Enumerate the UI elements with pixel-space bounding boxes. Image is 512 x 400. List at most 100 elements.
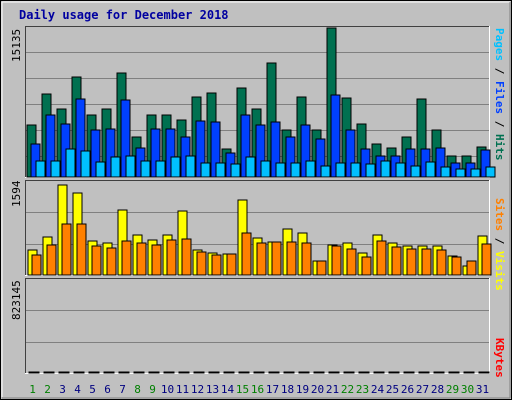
sites-bar-day-7 — [121, 240, 132, 276]
sites-bar-day-11 — [181, 238, 192, 276]
day-label-17: 17 — [266, 383, 279, 396]
day-label-24: 24 — [371, 383, 385, 396]
pages-bar-day-20 — [320, 165, 331, 178]
day-label-23: 23 — [356, 383, 369, 396]
pages-bar-day-27 — [425, 161, 436, 178]
kbytes-bar-day-22 — [343, 371, 355, 374]
pages-bar-day-1 — [35, 160, 46, 178]
sites-bar-day-5 — [91, 245, 102, 276]
day-labels: 1 2 3 4 5 6 7 8 9 10 11 12 13 14 15 16 17 18 19 20 21 22 23 24 2… — [29, 383, 489, 396]
pages-bar-day-12 — [200, 162, 211, 178]
legend-pages: Pages — [493, 28, 506, 61]
sites-bar-day-1 — [31, 254, 42, 276]
day-label-1: 1 — [29, 383, 36, 396]
day-label-21: 21 — [326, 383, 339, 396]
kbytes-bar-day-12 — [193, 371, 205, 374]
kbytes-bar-day-13 — [208, 371, 220, 374]
sites-bar-day-16 — [256, 242, 267, 276]
sites-bar-day-17 — [271, 241, 282, 276]
sites-bar-day-14 — [226, 253, 237, 276]
day-label-14: 14 — [221, 383, 235, 396]
pages-bar-day-6 — [110, 156, 121, 178]
panel-visits-ymax-label: 1594 — [10, 180, 23, 207]
day-label-26: 26 — [401, 383, 414, 396]
pages-bar-day-25 — [395, 162, 406, 178]
pages-bar-day-15 — [245, 156, 256, 178]
day-label-28: 28 — [431, 383, 444, 396]
kbytes-bar-day-24 — [373, 371, 385, 374]
day-label-18: 18 — [281, 383, 294, 396]
sites-bar-day-21 — [331, 245, 342, 276]
kbytes-bar-day-7 — [118, 371, 130, 374]
pages-bar-day-28 — [440, 166, 451, 178]
legend-separator: / — [493, 61, 506, 81]
pages-bar-day-4 — [80, 150, 91, 178]
sites-bar-day-26 — [406, 248, 417, 276]
panel-hits-legend: Pages / Files / Hits — [493, 28, 506, 161]
kbytes-bar-day-23 — [358, 371, 370, 374]
pages-bar-day-24 — [380, 160, 391, 178]
pages-bar-day-18 — [290, 162, 301, 178]
legend-separator: / — [493, 114, 506, 134]
kbytes-bar-day-30 — [463, 371, 475, 374]
day-label-20: 20 — [311, 383, 324, 396]
panel-visits-legend: Sites / Visits — [493, 198, 506, 291]
pages-bar-day-31 — [485, 166, 496, 178]
kbytes-bar-day-14 — [223, 371, 235, 374]
pages-bar-day-10 — [170, 156, 181, 178]
sites-bar-day-8 — [136, 242, 147, 276]
panel-kbytes-legend: KBytes — [493, 338, 506, 378]
day-label-13: 13 — [206, 383, 219, 396]
day-label-31: 31 — [476, 383, 489, 396]
pages-bar-day-19 — [305, 160, 316, 178]
kbytes-bar-day-31 — [478, 371, 490, 374]
pages-bar-day-7 — [125, 155, 136, 178]
sites-bar-day-3 — [61, 223, 72, 276]
sites-bar-day-20 — [316, 260, 327, 276]
legend-separator: / — [493, 231, 506, 251]
day-label-27: 27 — [416, 383, 429, 396]
panel-kbytes — [25, 278, 490, 374]
pages-bar-day-16 — [260, 160, 271, 178]
panel-hits-ymax-label: 15135 — [10, 29, 23, 62]
sites-bar-day-9 — [151, 244, 162, 276]
kbytes-bar-day-18 — [283, 371, 295, 374]
kbytes-bar-day-1 — [28, 371, 40, 374]
sites-bar-day-23 — [361, 256, 372, 276]
day-label-19: 19 — [296, 383, 309, 396]
kbytes-bar-day-27 — [418, 371, 430, 374]
day-label-3: 3 — [59, 383, 66, 396]
pages-bar-day-8 — [140, 160, 151, 178]
day-label-8: 8 — [134, 383, 141, 396]
sites-bar-day-30 — [466, 260, 477, 276]
day-label-9: 9 — [149, 383, 156, 396]
pages-bar-day-22 — [350, 162, 361, 178]
pages-bar-day-23 — [365, 163, 376, 178]
pages-bar-day-9 — [155, 160, 166, 178]
sites-bar-day-29 — [451, 256, 462, 276]
sites-bar-day-18 — [286, 241, 297, 276]
pages-bar-day-3 — [65, 148, 76, 178]
kbytes-bar-day-20 — [313, 371, 325, 374]
day-label-2: 2 — [44, 383, 51, 396]
panel-visits-sites — [25, 180, 492, 276]
sites-bar-day-27 — [421, 248, 432, 276]
sites-bar-day-10 — [166, 239, 177, 276]
pages-bar-day-21 — [335, 162, 346, 178]
kbytes-bar-day-2 — [43, 371, 55, 374]
day-label-30: 30 — [461, 383, 474, 396]
sites-bar-day-6 — [106, 247, 117, 276]
kbytes-bar-day-28 — [433, 371, 445, 374]
legend-visits: Visits — [493, 251, 506, 291]
sites-bar-day-28 — [436, 249, 447, 276]
day-label-5: 5 — [89, 383, 96, 396]
kbytes-bar-day-16 — [253, 371, 265, 374]
sites-bar-day-2 — [46, 244, 57, 276]
pages-bar-day-30 — [470, 168, 481, 178]
panel-kbytes-ymax-label: 823145 — [10, 280, 23, 320]
day-label-11: 11 — [176, 383, 189, 396]
legend-files: Files — [493, 81, 506, 114]
legend-hits: Hits — [493, 134, 506, 161]
sites-bar-day-4 — [76, 223, 87, 276]
